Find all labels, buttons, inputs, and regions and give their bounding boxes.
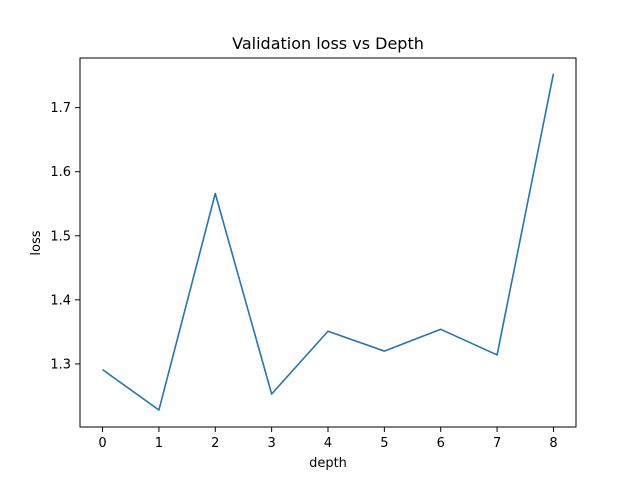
- x-tick-label: 3: [267, 436, 275, 451]
- y-tick-label: 1.6: [50, 165, 71, 180]
- x-tick-label: 1: [155, 436, 163, 451]
- chart-title: Validation loss vs Depth: [232, 34, 424, 53]
- x-tick-label: 0: [98, 436, 106, 451]
- x-tick-label: 4: [324, 436, 332, 451]
- series-line-0: [102, 73, 555, 411]
- x-tick-label: 8: [549, 436, 557, 451]
- y-tick-label: 1.5: [50, 229, 71, 244]
- x-tick-label: 6: [437, 436, 445, 451]
- y-axis-label: loss: [29, 230, 44, 255]
- x-axis-label: depth: [309, 456, 347, 471]
- y-tick-label: 1.3: [50, 357, 71, 372]
- x-tick-label: 7: [493, 436, 501, 451]
- series-layer: [102, 73, 555, 411]
- x-tick-label: 5: [380, 436, 388, 451]
- x-axis: 0 1 2 3 4 5 6 7 8: [98, 427, 558, 451]
- y-tick-label: 1.7: [50, 101, 71, 116]
- y-tick-label: 1.4: [50, 293, 71, 308]
- x-tick-label: 2: [211, 436, 219, 451]
- y-axis: 1.3 1.4 1.5 1.6 1.7: [50, 101, 80, 372]
- plot-area-frame: [79, 57, 577, 428]
